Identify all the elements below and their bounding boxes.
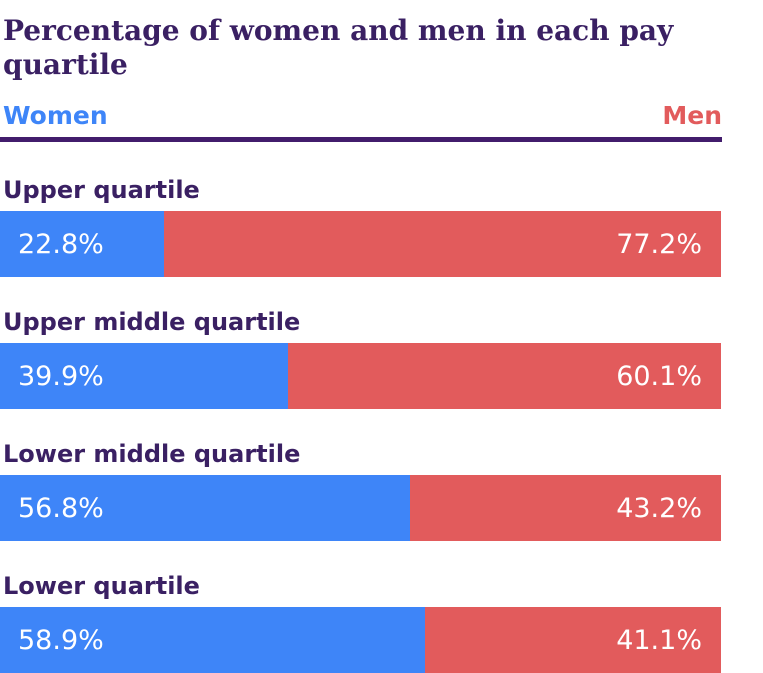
legend-women-label: Women [3, 101, 108, 130]
legend-men-label: Men [662, 101, 722, 130]
men-bar-segment: 41.1% [424, 607, 721, 673]
quartile-rows: Upper quartile 22.8% 77.2% Upper middle … [0, 177, 763, 673]
quartile-row-upper: Upper quartile 22.8% 77.2% [0, 177, 763, 277]
men-value-label: 60.1% [616, 360, 702, 392]
quartile-bar: 22.8% 77.2% [0, 211, 721, 277]
quartile-row-lower-middle: Lower middle quartile 56.8% 43.2% [0, 441, 763, 541]
women-bar-segment: 22.8% [0, 211, 165, 277]
quartile-row-upper-middle: Upper middle quartile 39.9% 60.1% [0, 309, 763, 409]
women-bar-segment: 56.8% [0, 475, 410, 541]
pay-quartile-chart: Percentage of women and men in each pay … [0, 14, 763, 673]
men-value-label: 77.2% [616, 228, 702, 260]
men-value-label: 43.2% [616, 492, 702, 524]
men-bar-segment: 43.2% [409, 475, 721, 541]
men-bar-segment: 77.2% [164, 211, 721, 277]
quartile-label: Lower quartile [3, 572, 200, 600]
men-bar-segment: 60.1% [287, 343, 721, 409]
quartile-label: Lower middle quartile [3, 440, 301, 468]
chart-legend: Women Men [0, 103, 722, 129]
quartile-label: Upper middle quartile [3, 308, 301, 336]
legend-divider-line [0, 137, 722, 142]
quartile-bar: 58.9% 41.1% [0, 607, 721, 673]
chart-title: Percentage of women and men in each pay … [3, 14, 674, 81]
women-value-label: 39.9% [18, 360, 104, 392]
women-value-label: 22.8% [18, 228, 104, 260]
women-value-label: 56.8% [18, 492, 104, 524]
quartile-bar: 39.9% 60.1% [0, 343, 721, 409]
men-value-label: 41.1% [616, 624, 702, 656]
quartile-bar: 56.8% 43.2% [0, 475, 721, 541]
women-value-label: 58.9% [18, 624, 104, 656]
women-bar-segment: 58.9% [0, 607, 425, 673]
quartile-label: Upper quartile [3, 176, 200, 204]
quartile-row-lower: Lower quartile 58.9% 41.1% [0, 573, 763, 673]
women-bar-segment: 39.9% [0, 343, 288, 409]
